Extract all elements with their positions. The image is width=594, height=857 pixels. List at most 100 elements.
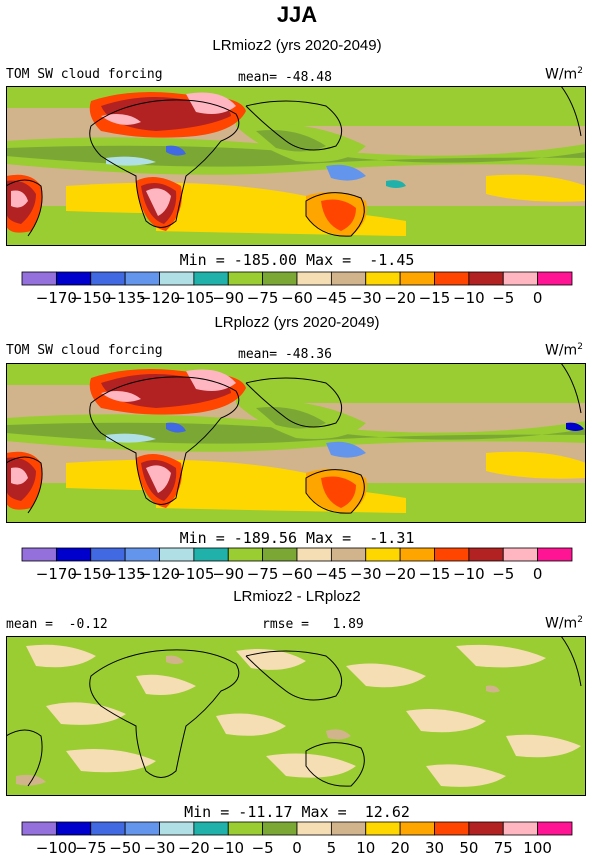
panel2-southern-africa bbox=[136, 454, 182, 508]
colorbar-swatch bbox=[227, 547, 264, 562]
colorbar-tick-label: −170 bbox=[36, 289, 77, 307]
colorbar-swatch bbox=[365, 547, 401, 562]
colorbar-tick-label: −15 bbox=[419, 289, 451, 307]
panel3-colorbar: −100−75 −50 −30 −20 −10 −5 0 5 10 20 30 50 75 100 bbox=[21, 821, 573, 857]
panel2-colorbar-swatches bbox=[21, 547, 573, 562]
colorbar-tick-label: −15 bbox=[419, 565, 451, 583]
colorbar-swatch bbox=[124, 271, 160, 286]
panel1-title: LRmioz2 (yrs 2020-2049) bbox=[212, 37, 382, 54]
panel2-australia bbox=[306, 469, 367, 513]
colorbar-tick-label: 10 bbox=[356, 839, 375, 857]
panel3-field bbox=[16, 644, 581, 787]
colorbar-swatch bbox=[502, 821, 539, 836]
colorbar-swatch bbox=[330, 821, 367, 836]
colorbar-tick-label: −60 bbox=[281, 565, 313, 583]
colorbar-swatch bbox=[399, 547, 435, 562]
colorbar-swatch bbox=[159, 547, 195, 562]
colorbar-swatch bbox=[90, 821, 126, 836]
colorbar-tick-label: −50 bbox=[109, 839, 141, 857]
colorbar-tick-label: −30 bbox=[144, 839, 176, 857]
colorbar-swatch bbox=[537, 547, 573, 562]
panel1-mean: mean= -48.48 bbox=[238, 70, 332, 85]
colorbar-tick-label: −5 bbox=[492, 289, 514, 307]
colorbar-tick-label: −90 bbox=[212, 289, 244, 307]
panel2-sahara bbox=[89, 369, 246, 415]
colorbar-swatch bbox=[502, 271, 539, 286]
colorbar-swatch bbox=[365, 821, 401, 836]
colorbar-swatch bbox=[262, 271, 298, 286]
colorbar-swatch bbox=[296, 547, 332, 562]
colorbar-swatch bbox=[227, 271, 264, 286]
panel1-map bbox=[6, 86, 586, 246]
colorbar-tick-label: 30 bbox=[425, 839, 444, 857]
colorbar-tick-label: −135 bbox=[105, 289, 146, 307]
colorbar-tick-label: −75 bbox=[247, 565, 279, 583]
colorbar-swatch bbox=[434, 821, 470, 836]
colorbar-swatch bbox=[365, 271, 401, 286]
colorbar-swatch bbox=[159, 271, 195, 286]
panel3-min-max: Min = -11.17 Max = 12.62 bbox=[184, 803, 410, 821]
colorbar-swatch bbox=[159, 821, 195, 836]
colorbar-tick-label: −75 bbox=[75, 839, 107, 857]
colorbar-tick-label: −90 bbox=[212, 565, 244, 583]
panel1-colorbar-ticks: −170−150−135−120−105−90 −75 −60 −45 −30 −20 −1… bbox=[36, 289, 543, 307]
panel1-blue-patches bbox=[106, 145, 406, 188]
panel2-map bbox=[6, 363, 586, 523]
colorbar-swatch bbox=[21, 821, 57, 836]
colorbar-swatch bbox=[55, 547, 92, 562]
colorbar-swatch bbox=[296, 821, 332, 836]
panel1-australia bbox=[306, 192, 367, 236]
colorbar-tick-label: −20 bbox=[384, 565, 416, 583]
colorbar-tick-label: 0 bbox=[533, 289, 543, 307]
panel1-units: W/m2 bbox=[545, 66, 583, 83]
panel1-coastlines bbox=[6, 86, 582, 237]
colorbar-tick-label: −105 bbox=[173, 565, 214, 583]
panel2-coastlines bbox=[6, 363, 582, 514]
colorbar-swatch bbox=[468, 271, 504, 286]
panel1-south-america bbox=[6, 174, 43, 233]
panel3-rmse: rmse = 1.89 bbox=[262, 617, 364, 632]
panel3-colorbar-swatches bbox=[21, 821, 573, 836]
colorbar-tick-label: −30 bbox=[350, 565, 382, 583]
colorbar-swatch bbox=[193, 271, 229, 286]
colorbar-tick-label: −120 bbox=[139, 289, 180, 307]
panel1-field-label: TOM SW cloud forcing bbox=[6, 67, 163, 82]
panel2-field-label: TOM SW cloud forcing bbox=[6, 343, 163, 358]
colorbar-swatch bbox=[434, 547, 470, 562]
colorbar-swatch bbox=[262, 547, 298, 562]
colorbar-tick-label: −10 bbox=[453, 289, 485, 307]
colorbar-swatch bbox=[468, 821, 504, 836]
colorbar-swatch bbox=[193, 547, 229, 562]
colorbar-tick-label: 5 bbox=[327, 839, 337, 857]
colorbar-tick-label: −120 bbox=[139, 565, 180, 583]
colorbar-tick-label: −10 bbox=[453, 565, 485, 583]
colorbar-swatch bbox=[55, 821, 92, 836]
colorbar-swatch bbox=[399, 821, 435, 836]
colorbar-tick-label: 20 bbox=[391, 839, 410, 857]
panel2-colorbar-ticks: −170−150−135−120−105−90 −75 −60 −45 −30 −20 −1… bbox=[36, 565, 543, 583]
panel2-units: W/m2 bbox=[545, 342, 583, 359]
main-title: JJA bbox=[276, 2, 318, 27]
colorbar-tick-label: −30 bbox=[350, 289, 382, 307]
colorbar-swatch bbox=[21, 271, 57, 286]
colorbar-tick-label: −45 bbox=[316, 565, 348, 583]
colorbar-swatch bbox=[193, 821, 229, 836]
colorbar-tick-label: 75 bbox=[494, 839, 513, 857]
colorbar-swatch bbox=[90, 547, 126, 562]
panel2-blue-patches bbox=[106, 422, 584, 458]
colorbar-swatch bbox=[227, 821, 264, 836]
colorbar-tick-label: −135 bbox=[105, 565, 146, 583]
colorbar-tick-label: −150 bbox=[70, 565, 111, 583]
panel1-field bbox=[6, 86, 586, 246]
panel2-min-max: Min = -189.56 Max = -1.31 bbox=[179, 529, 415, 547]
panel2-colorbar: −170−150−135−120−105−90 −75 −60 −45 −30 −20 −1… bbox=[21, 547, 573, 583]
panel1-sahara bbox=[89, 92, 246, 138]
colorbar-swatch bbox=[537, 821, 573, 836]
panel2-south-america bbox=[6, 451, 43, 510]
colorbar-tick-label: −10 bbox=[212, 839, 244, 857]
panel1-southern-africa bbox=[136, 177, 182, 231]
colorbar-swatch bbox=[55, 271, 92, 286]
colorbar-swatch bbox=[296, 271, 332, 286]
panel1-colorbar-swatches bbox=[21, 271, 573, 286]
panel3-coastlines bbox=[6, 636, 582, 787]
